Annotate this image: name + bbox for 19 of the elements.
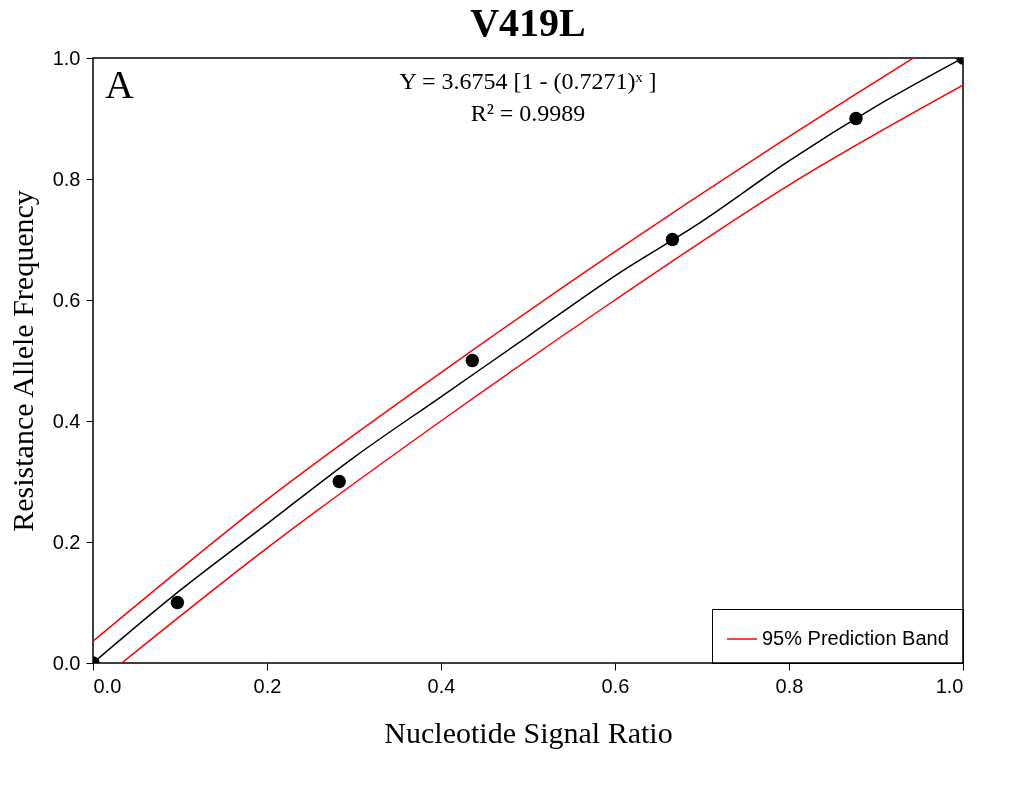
y-tick-label: 0.4: [52, 409, 81, 432]
x-tick-label: 1.0: [935, 674, 964, 697]
y-axis-title: Resistance Allele Frequency: [5, 190, 39, 532]
x-tick-label: 0.4: [427, 674, 456, 697]
x-tick-label: 0.0: [93, 674, 122, 697]
x-axis-title: Nucleotide Signal Ratio: [384, 715, 673, 749]
y-tick-label: 0.2: [52, 530, 81, 553]
x-tick-label: 0.8: [775, 674, 804, 697]
y-tick-label: 0.8: [52, 167, 81, 190]
y-tick-label: 0.0: [52, 651, 81, 674]
y-tick-label: 0.6: [52, 288, 81, 311]
annotation: Y = 3.6754 [1 - (0.7271)ˣ ]: [399, 68, 657, 94]
legend-label: 95% Prediction Band: [762, 627, 949, 649]
annotation: R² = 0.9989: [470, 100, 586, 126]
x-tick-label: 0.2: [253, 674, 282, 697]
y-tick-label: 1.0: [52, 46, 81, 69]
x-tick-label: 0.6: [601, 674, 630, 697]
chart-title: V419L: [470, 0, 586, 45]
annotation: A: [105, 62, 134, 107]
